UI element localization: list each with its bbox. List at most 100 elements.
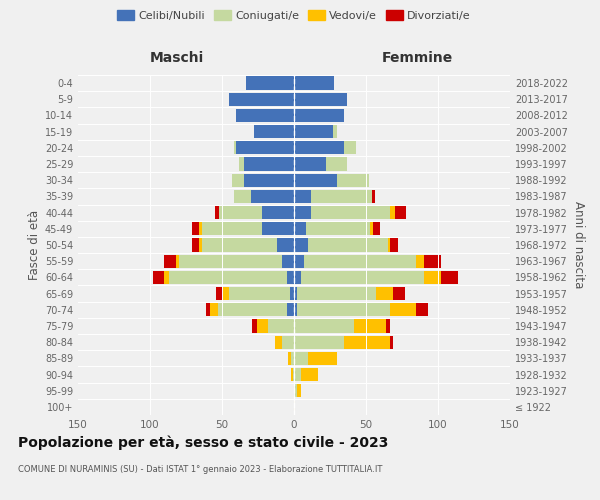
Bar: [441, 270, 458, 284]
Bar: [294, 320, 355, 332]
Y-axis label: Fasce di età: Fasce di età: [28, 210, 41, 280]
Bar: [294, 206, 311, 220]
Bar: [301, 270, 424, 284]
Bar: [251, 190, 294, 203]
Bar: [294, 109, 344, 122]
Bar: [297, 384, 301, 398]
Bar: [416, 254, 424, 268]
Bar: [424, 270, 441, 284]
Bar: [232, 174, 244, 187]
Bar: [294, 270, 301, 284]
Bar: [219, 206, 262, 220]
Bar: [236, 141, 294, 154]
Bar: [294, 238, 308, 252]
Bar: [199, 238, 202, 252]
Bar: [337, 174, 369, 187]
Bar: [229, 287, 290, 300]
Bar: [395, 206, 406, 220]
Bar: [394, 287, 405, 300]
Bar: [287, 270, 294, 284]
Bar: [294, 384, 297, 398]
Bar: [233, 141, 236, 154]
Bar: [287, 303, 294, 316]
Bar: [294, 190, 311, 203]
Bar: [192, 222, 199, 235]
Text: Femmine: Femmine: [382, 52, 452, 66]
Bar: [247, 76, 294, 90]
Bar: [216, 287, 223, 300]
Bar: [294, 287, 297, 300]
Text: Maschi: Maschi: [150, 52, 204, 66]
Bar: [391, 238, 398, 252]
Bar: [291, 368, 293, 381]
Bar: [236, 109, 294, 122]
Bar: [294, 222, 305, 235]
Bar: [294, 76, 334, 90]
Bar: [252, 320, 257, 332]
Y-axis label: Anni di nascita: Anni di nascita: [572, 202, 584, 288]
Bar: [294, 368, 301, 381]
Legend: Celibi/Nubili, Coniugati/e, Vedovi/e, Divorziati/e: Celibi/Nubili, Coniugati/e, Vedovi/e, Di…: [113, 6, 475, 25]
Bar: [416, 303, 428, 316]
Bar: [294, 174, 337, 187]
Bar: [294, 303, 297, 316]
Bar: [254, 125, 294, 138]
Bar: [164, 270, 169, 284]
Bar: [288, 352, 291, 365]
Bar: [283, 336, 294, 349]
Bar: [268, 320, 294, 332]
Bar: [218, 303, 287, 316]
Bar: [326, 158, 347, 170]
Bar: [388, 238, 391, 252]
Bar: [372, 190, 374, 203]
Bar: [391, 336, 394, 349]
Bar: [370, 222, 373, 235]
Bar: [176, 254, 179, 268]
Bar: [294, 158, 326, 170]
Bar: [355, 320, 386, 332]
Bar: [308, 238, 388, 252]
Bar: [424, 254, 441, 268]
Bar: [294, 254, 304, 268]
Bar: [373, 222, 380, 235]
Bar: [294, 141, 344, 154]
Bar: [283, 254, 294, 268]
Bar: [192, 238, 199, 252]
Bar: [294, 92, 347, 106]
Bar: [308, 352, 337, 365]
Bar: [244, 158, 294, 170]
Bar: [179, 254, 283, 268]
Bar: [202, 222, 262, 235]
Bar: [391, 206, 395, 220]
Bar: [257, 320, 268, 332]
Bar: [333, 125, 337, 138]
Bar: [294, 352, 308, 365]
Bar: [202, 238, 277, 252]
Bar: [294, 336, 344, 349]
Text: COMUNE DI NURAMINIS (SU) - Dati ISTAT 1° gennaio 2023 - Elaborazione TUTTITALIA.: COMUNE DI NURAMINIS (SU) - Dati ISTAT 1°…: [18, 465, 382, 474]
Bar: [386, 320, 391, 332]
Bar: [153, 270, 164, 284]
Bar: [301, 368, 319, 381]
Bar: [164, 254, 176, 268]
Bar: [290, 287, 294, 300]
Text: Popolazione per età, sesso e stato civile - 2023: Popolazione per età, sesso e stato civil…: [18, 435, 388, 450]
Bar: [239, 158, 244, 170]
Bar: [277, 238, 294, 252]
Bar: [262, 222, 294, 235]
Bar: [275, 336, 283, 349]
Bar: [297, 303, 391, 316]
Bar: [311, 190, 372, 203]
Bar: [391, 303, 416, 316]
Bar: [344, 141, 356, 154]
Bar: [344, 336, 391, 349]
Bar: [304, 254, 416, 268]
Bar: [229, 92, 294, 106]
Bar: [291, 352, 294, 365]
Bar: [199, 222, 202, 235]
Bar: [169, 270, 287, 284]
Bar: [305, 222, 370, 235]
Bar: [206, 303, 211, 316]
Bar: [211, 303, 218, 316]
Bar: [297, 287, 376, 300]
